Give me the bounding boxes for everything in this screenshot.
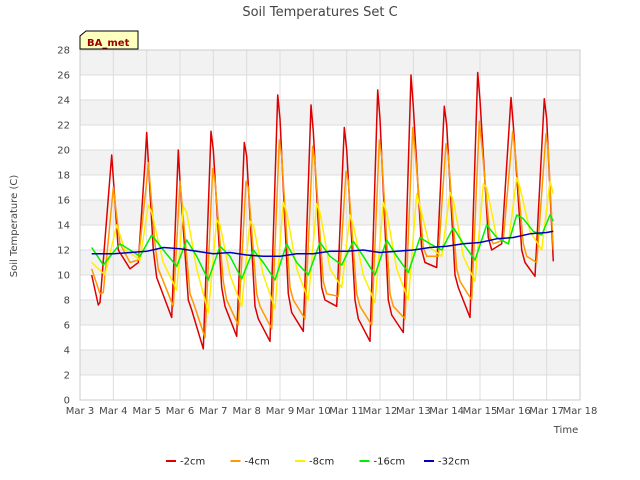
legend-label: -2cm [180,457,205,468]
legend-label: -4cm [245,457,270,468]
series-line-minus-8cm [91,176,555,314]
x-tick-label: Mar 6 [166,406,194,417]
series-line-minus-32cm [91,230,554,258]
y-axis-title: Soil Temperature (C) [9,175,20,278]
y-tick-label: 10 [57,271,70,282]
plot-frame [79,49,581,401]
legend-label: -32cm [438,457,470,468]
y-tick-label: 2 [64,371,70,382]
background-band [80,300,580,325]
x-tick-label: Mar 5 [132,406,160,417]
y-tick-label: 26 [57,71,70,82]
legend-label: -16cm [374,457,406,468]
background-band [80,50,580,75]
y-tick-label: 0 [64,396,70,407]
series-line-minus-2cm [90,71,555,350]
y-tick-label: 22 [57,121,70,132]
background-band [80,200,580,225]
x-tick-label: Mar 18 [563,406,598,417]
legend: -2cm -4cm -8cm -16cm -32cm [166,457,470,468]
y-tick-label: 20 [57,146,70,157]
y-tick-label: 12 [57,246,70,257]
series-line-minus-16cm [91,214,554,281]
plot-background-bands [80,50,580,375]
legend-label: -8cm [309,457,334,468]
x-axis-ticks: Mar 3 Mar 4 Mar 5 Mar 6 Mar 7 Mar 8 Mar 9 Mar 1… [66,406,598,417]
x-tick-label: Mar 4 [99,406,127,417]
x-tick-label: Mar 8 [232,406,260,417]
x-tick-label: Mar 3 [66,406,94,417]
y-tick-label: 4 [64,346,70,357]
x-tick-label: Mar 9 [266,406,294,417]
x-tick-label: Mar 15 [463,406,498,417]
x-tick-label: Mar 7 [199,406,227,417]
grid-lines [79,49,581,401]
y-tick-label: 6 [64,321,70,332]
y-tick-label: 8 [64,296,70,307]
chart-title: Soil Temperatures Set C [242,5,397,20]
x-tick-label: Mar 10 [296,406,331,417]
x-axis-title: Time [553,425,578,436]
x-tick-label: Mar 16 [496,406,531,417]
series-line-minus-4cm [90,120,555,339]
background-band [80,100,580,125]
x-tick-label: Mar 11 [329,406,364,417]
series-lines [90,71,555,350]
y-tick-label: 24 [57,96,70,107]
x-tick-label: Mar 14 [429,406,464,417]
y-tick-label: 16 [57,196,70,207]
site-badge: BA_met [79,30,139,50]
site-badge-box [79,30,139,50]
x-tick-label: Mar 12 [363,406,398,417]
x-tick-label: Mar 13 [396,406,431,417]
background-band [80,150,580,175]
y-tick-label: 14 [57,221,70,232]
background-band [80,350,580,375]
x-tick-label: Mar 17 [529,406,564,417]
y-tick-label: 18 [57,171,70,182]
site-badge-label: BA_met [87,38,130,49]
y-tick-label: 28 [57,46,70,57]
